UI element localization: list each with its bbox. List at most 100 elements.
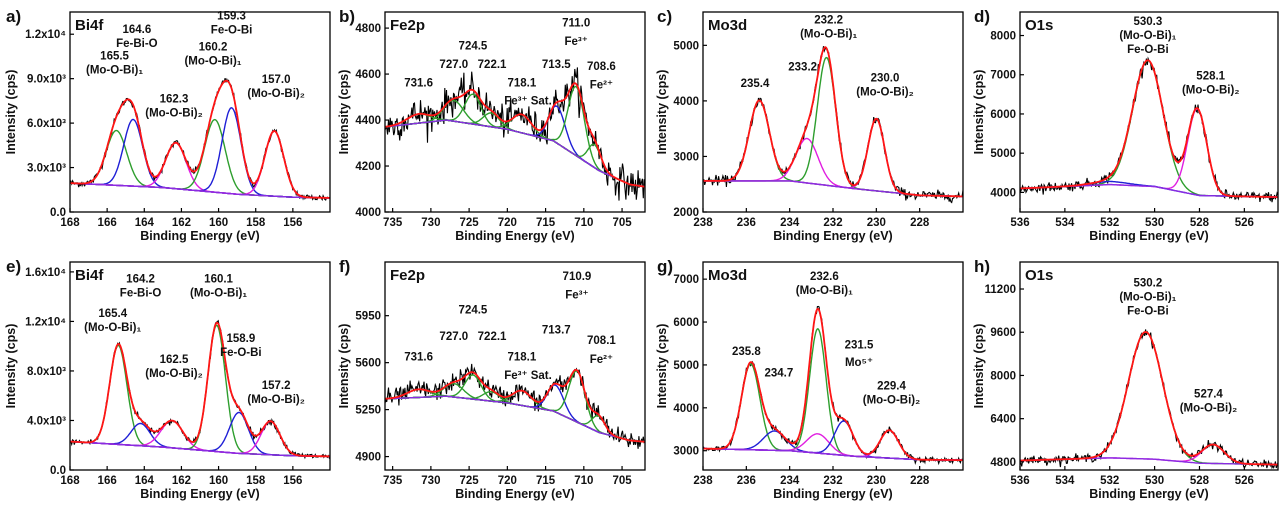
panel-letter: f): [339, 257, 350, 276]
x-tick-label: 710: [574, 475, 593, 487]
panel-letter: c): [657, 7, 672, 26]
peak-annotation: 718.1: [507, 77, 536, 89]
y-axis-title: Intensity (cps): [655, 324, 669, 409]
x-tick-label: 156: [283, 217, 302, 229]
fit-peak-235.4: [703, 99, 963, 198]
y-axis-title: Intensity (cps): [337, 324, 351, 409]
y-tick-label: 8000: [990, 31, 1016, 43]
peak-annotation: 157.2: [262, 380, 291, 392]
fit-peak-718.1: [385, 113, 645, 188]
fit-peak-164.6: [70, 118, 330, 199]
panel-d: 536 534 532 530 528 526 4000 5000 6000 7000 8000 Bi…: [972, 7, 1279, 243]
y-tick-label: 3000: [673, 151, 699, 163]
y-tick-label: 6400: [990, 414, 1016, 426]
peak-annotation: 713.7: [542, 324, 571, 336]
peak-annotation: Fe³⁺ Sat.: [504, 370, 552, 382]
peak-annotation: 165.4: [98, 308, 127, 320]
peak-annotation: 162.3: [160, 93, 189, 105]
panel-e: 168 166 164 162 160 158 156 0.0 4.0x10³ 8.0x10³ 1.…: [4, 257, 331, 501]
peak-annotation: 528.1: [1196, 71, 1225, 83]
peak-annotation: Fe³⁺ Sat.: [504, 96, 552, 108]
y-tick-label: 4400: [355, 115, 381, 127]
y-tick-label: 7000: [673, 274, 699, 286]
x-tick-label: 156: [283, 475, 302, 487]
peak-annotation: 708.1: [587, 335, 616, 347]
panel-title: O1s: [1025, 267, 1053, 284]
x-tick-label: 705: [612, 475, 632, 487]
peak-annotation: Fe-O-Bi: [1127, 306, 1169, 318]
peak-annotation: 232.6: [810, 271, 839, 283]
x-tick-label: 162: [172, 475, 191, 487]
x-tick-label: 730: [421, 475, 440, 487]
envelope-fit-line: [385, 82, 645, 188]
envelope-fit-line: [385, 368, 645, 443]
y-tick-label: 2000: [673, 207, 699, 219]
x-tick-label: 164: [135, 475, 155, 487]
panel-title: Mo3d: [708, 267, 747, 284]
fit-peak-708.6: [385, 119, 645, 188]
panel-title: O1s: [1025, 17, 1053, 34]
y-tick-label: 4900: [355, 452, 381, 464]
y-axis-title: Intensity (cps): [972, 70, 986, 155]
peak-annotation: 158.9: [226, 333, 255, 345]
x-tick-label: 230: [867, 475, 886, 487]
plot-area: [385, 363, 645, 449]
fit-peak-722.1: [385, 112, 645, 188]
peak-annotation: (Mo-O-Bi)₂: [1180, 402, 1237, 414]
x-tick-label: 534: [1055, 475, 1075, 487]
x-tick-label: 168: [60, 475, 80, 487]
raw-spectrum-line: [703, 305, 963, 466]
plot-area: [70, 319, 330, 460]
peak-annotation: Fe³⁺: [565, 36, 588, 48]
panel-a: 168 166 164 162 160 158 156 0.0 3.0x10³ 6.0x10³ 9.…: [4, 7, 331, 243]
y-tick-label: 4800: [355, 23, 381, 35]
panel-letter: h): [974, 257, 990, 276]
fit-peak-708.1: [385, 395, 645, 443]
y-tick-label: 1.6x10⁴: [25, 267, 66, 279]
peak-annotation: (Mo-O-Bi)₁: [184, 56, 241, 68]
peak-annotation: 160.2: [199, 42, 228, 54]
peak-annotation: (Mo-O-Bi)₁: [84, 322, 141, 334]
peak-annotation: (Mo-O-Bi)₂: [863, 394, 920, 406]
x-axis-title: Binding Energy (eV): [1089, 229, 1208, 243]
x-tick-label: 160: [209, 475, 228, 487]
x-tick-label: 725: [460, 475, 480, 487]
panel-h: 536 534 532 530 528 526 4800 6400 8000 9600 11200 B…: [972, 257, 1279, 501]
x-tick-label: 236: [737, 217, 756, 229]
x-tick-label: 528: [1190, 217, 1210, 229]
background-line: [70, 182, 330, 199]
fit-peak-530.4: [1020, 331, 1278, 466]
peak-annotation: 231.5: [845, 340, 874, 352]
panel-letter: e): [6, 257, 21, 276]
peak-annotation: 530.2: [1133, 278, 1162, 290]
y-tick-label: 5250: [355, 405, 381, 417]
x-axis-title: Binding Energy (eV): [455, 229, 574, 243]
x-axis-title: Binding Energy (eV): [140, 487, 259, 501]
fit-peak-235.8: [703, 363, 963, 461]
x-tick-label: 526: [1235, 217, 1254, 229]
panel-letter: b): [339, 7, 355, 26]
x-tick-label: 715: [536, 217, 556, 229]
peak-annotation: Mo⁵⁺: [845, 357, 873, 369]
y-tick-label: 5000: [673, 40, 699, 52]
background-line: [70, 440, 330, 458]
peak-annotation: Fe-O-Bi: [220, 347, 262, 359]
y-tick-label: 9600: [990, 327, 1016, 339]
x-tick-label: 534: [1055, 217, 1075, 229]
peak-annotation: 160.1: [204, 273, 233, 285]
peak-annotation: (Mo-O-Bi)₂: [247, 394, 304, 406]
peak-annotation: 232.2: [814, 14, 843, 26]
background-line: [703, 447, 963, 461]
panel-title: Bi4f: [75, 267, 104, 284]
envelope-fit-line: [703, 307, 963, 461]
x-tick-label: 166: [98, 475, 117, 487]
panel-c: 238 236 234 232 230 228 2000 3000 4000 5000 Bindin…: [655, 7, 964, 243]
plot-area: [1020, 329, 1278, 470]
peak-annotation: Fe-Bi-O: [120, 287, 162, 299]
y-tick-label: 0.0: [50, 465, 66, 477]
y-tick-label: 6000: [990, 109, 1016, 121]
peak-annotation: 165.5: [100, 50, 129, 62]
panel-title: Fe2p: [390, 17, 425, 34]
y-tick-label: 5000: [990, 148, 1016, 160]
fit-peak-162.3: [70, 142, 330, 199]
